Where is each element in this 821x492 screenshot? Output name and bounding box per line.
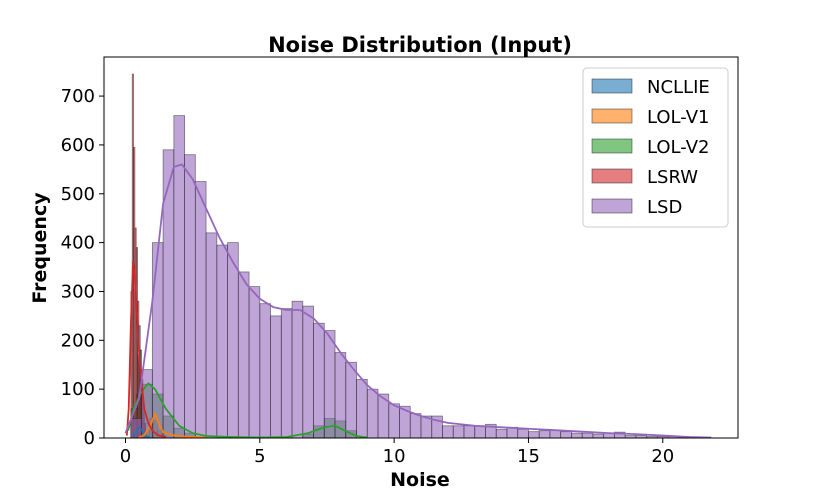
bar	[334, 352, 347, 439]
legend-label: LOL-V2	[647, 137, 709, 158]
bar	[495, 428, 508, 439]
legend-swatch	[591, 168, 633, 184]
kde-line-lol-v2	[127, 382, 368, 439]
x-tick-label: 10	[383, 446, 406, 467]
bar	[270, 315, 282, 439]
legend-box	[582, 67, 729, 228]
legend-label: NCLLIE	[647, 77, 710, 98]
bar	[592, 433, 605, 439]
bar	[162, 149, 175, 439]
legend-swatch	[591, 138, 633, 154]
x-tick-label: 15	[517, 446, 540, 467]
y-tick-label: 600	[61, 135, 95, 156]
legend-label: LSD	[647, 197, 682, 218]
bar	[345, 361, 357, 439]
y-tick-label: 100	[61, 379, 95, 400]
bar	[549, 429, 562, 439]
legend-label: LOL-V1	[647, 107, 709, 128]
bar	[205, 232, 218, 439]
bar	[323, 330, 336, 439]
bar	[366, 388, 379, 439]
x-tick-label: 5	[254, 446, 265, 467]
legend-swatch	[591, 198, 633, 214]
bar	[388, 403, 400, 439]
bar	[571, 432, 583, 439]
bar	[259, 303, 271, 439]
y-tick-label: 700	[61, 86, 95, 107]
bar	[194, 181, 207, 439]
bar	[560, 431, 572, 439]
kde-line-lsd	[124, 163, 712, 439]
bar	[184, 154, 196, 439]
legend-item-lsd: LSD	[591, 197, 682, 218]
bar	[227, 242, 239, 439]
bar	[356, 378, 368, 439]
plot-area	[103, 56, 739, 439]
bar	[581, 432, 594, 439]
kde-line-ncllie	[132, 426, 150, 439]
legend-label: LSRW	[647, 167, 698, 188]
bar	[216, 244, 228, 439]
bar	[313, 322, 325, 439]
y-tick-label: 300	[61, 281, 95, 302]
axes-frame	[103, 56, 739, 439]
bar	[173, 115, 185, 439]
y-tick-label: 500	[61, 184, 95, 205]
legend-item-lol-v1: LOL-V1	[591, 107, 709, 128]
x-axis-label: Noise	[390, 469, 450, 491]
x-tick-label: 20	[651, 446, 674, 467]
bar	[302, 305, 314, 439]
bar	[237, 271, 250, 439]
bar	[517, 428, 529, 439]
legend-item-lsrw: LSRW	[591, 167, 698, 188]
bar	[248, 286, 261, 439]
y-tick-label: 400	[61, 233, 95, 254]
bar	[442, 425, 454, 439]
y-axis-label: Frequency	[29, 192, 51, 304]
bar	[280, 308, 293, 439]
x-tick-label: 0	[120, 446, 131, 467]
bar	[151, 242, 164, 439]
bar	[474, 425, 486, 439]
y-tick-label: 200	[61, 330, 95, 351]
bar	[409, 413, 422, 439]
bar	[538, 430, 551, 439]
legend: NCLLIE LOL-V1 LOL-V2 LSRW LSD	[582, 67, 729, 228]
bar	[528, 431, 540, 439]
legend-item-lol-v2: LOL-V2	[591, 137, 709, 158]
chart-title: Noise Distribution (Input)	[268, 33, 572, 57]
kde-line-lsrw	[125, 261, 167, 438]
kde-line-lol-v1	[138, 412, 207, 439]
legend-item-ncllie: NCLLIE	[591, 77, 710, 98]
bar	[452, 425, 465, 439]
legend-swatch	[591, 78, 633, 94]
y-tick-label: 0	[84, 428, 95, 449]
legend-swatch	[591, 108, 633, 124]
bar	[291, 300, 304, 439]
bar	[463, 425, 476, 439]
